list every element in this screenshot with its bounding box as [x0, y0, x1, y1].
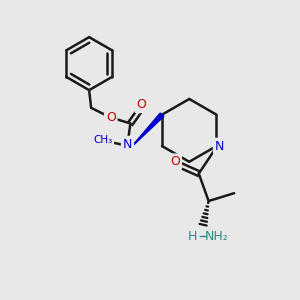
Text: N: N	[215, 140, 224, 153]
Text: NH₂: NH₂	[205, 230, 228, 243]
Text: CH₃: CH₃	[93, 135, 112, 145]
Text: H: H	[188, 230, 198, 243]
Text: O: O	[106, 111, 116, 124]
Text: O: O	[136, 98, 146, 111]
Text: N: N	[123, 138, 132, 151]
Polygon shape	[130, 113, 164, 148]
Text: O: O	[170, 155, 180, 168]
